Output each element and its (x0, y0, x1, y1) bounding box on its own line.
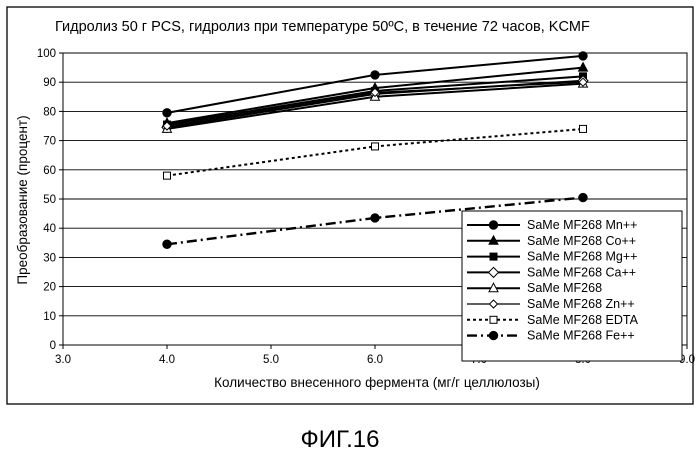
legend-label: SaMe MF268 Zn++ (527, 297, 635, 311)
y-tick-label: 90 (43, 77, 56, 89)
data-point (371, 71, 379, 79)
x-tick-label: 4.0 (159, 354, 175, 366)
x-axis-label: Количество внесенного фермента (мг/г цел… (214, 375, 540, 390)
legend-label: SaMe MF268 Co++ (527, 234, 636, 248)
x-tick-label: 3.0 (55, 354, 71, 366)
legend-swatch-marker (490, 316, 497, 323)
y-tick-label: 10 (43, 311, 56, 323)
y-tick-label: 0 (50, 340, 56, 352)
y-tick-label: 30 (43, 252, 56, 264)
legend-swatch-marker (490, 253, 497, 260)
legend-label: SaMe MF268 Ca++ (527, 265, 636, 279)
legend: SaMe MF268 Mn++ SaMe MF268 Co++ SaMe MF268… (462, 211, 682, 361)
y-tick-label: 80 (43, 106, 56, 118)
data-point (163, 240, 171, 248)
y-tick-label: 50 (43, 194, 56, 206)
x-tick-label: 5.0 (263, 354, 279, 366)
legend-label: SaMe MF268 Mg++ (527, 250, 637, 264)
y-axis-label: Преобразование (процент) (15, 115, 30, 284)
chart-title: Гидролиз 50 г PCS, гидролиз при температ… (55, 19, 590, 35)
data-point (580, 125, 587, 132)
y-tick-label: 100 (37, 48, 56, 60)
y-tick-label: 20 (43, 282, 56, 294)
x-tick-label: 6.0 (367, 354, 383, 366)
figure-caption: ФИГ.16 (301, 426, 380, 453)
data-point (371, 214, 379, 222)
data-point (163, 109, 171, 117)
data-point (372, 143, 379, 150)
data-point (579, 193, 587, 201)
legend-label: SaMe MF268 Mn++ (527, 218, 637, 232)
legend-label: SaMe MF268 Fe++ (527, 329, 635, 343)
y-tick-label: 60 (43, 165, 56, 177)
y-tick-label: 40 (43, 223, 56, 235)
data-point (164, 172, 171, 179)
data-point (579, 52, 587, 60)
legend-swatch-marker (489, 221, 497, 229)
y-tick-label: 70 (43, 136, 56, 148)
legend-label: SaMe MF268 EDTA (527, 313, 639, 327)
legend-label: SaMe MF268 (527, 281, 602, 295)
legend-swatch-marker (489, 331, 497, 339)
